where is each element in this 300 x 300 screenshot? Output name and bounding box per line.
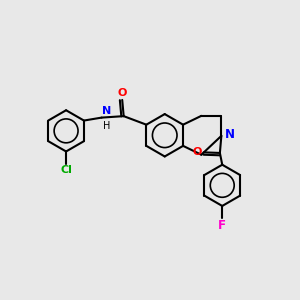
Text: F: F [218, 219, 226, 232]
Text: H: H [103, 121, 111, 130]
Text: O: O [118, 88, 127, 98]
Text: Cl: Cl [60, 165, 72, 175]
Text: O: O [192, 147, 202, 158]
Text: N: N [102, 106, 112, 116]
Text: N: N [225, 128, 235, 142]
